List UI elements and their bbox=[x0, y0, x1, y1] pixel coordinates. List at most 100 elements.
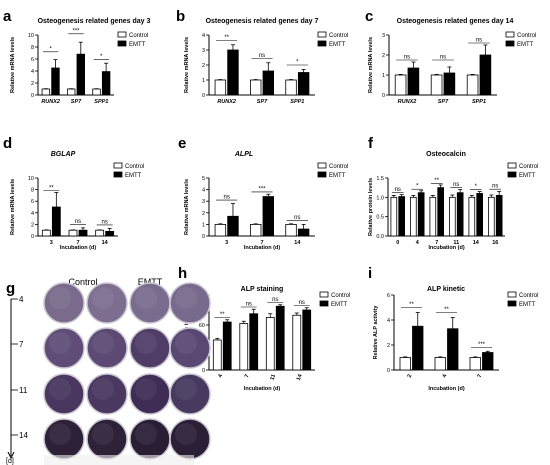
bar-emtt bbox=[222, 321, 232, 371]
x-tick-label: SPP1 bbox=[94, 99, 108, 105]
bar-emtt bbox=[227, 215, 239, 237]
significance-label: ns bbox=[75, 219, 81, 225]
legend-swatch-control bbox=[319, 291, 329, 298]
x-axis-label: Incubation (d) bbox=[60, 245, 97, 251]
dish-highlight bbox=[92, 378, 114, 400]
y-tick-label: 1.0 bbox=[376, 195, 384, 201]
y-tick-label: 6 bbox=[31, 57, 34, 63]
legend-label-emtt: EMTT bbox=[331, 302, 348, 308]
y-tick-label: 2 bbox=[31, 81, 34, 87]
x-tick-label: 3 bbox=[225, 240, 228, 246]
y-tick-label: 0 bbox=[387, 368, 390, 374]
significance-label: ** bbox=[224, 35, 229, 41]
culture-dish bbox=[43, 327, 85, 369]
x-tick-label: 14 bbox=[102, 240, 109, 246]
x-tick-label: 7 bbox=[260, 240, 263, 246]
y-tick-label: 0 bbox=[31, 93, 34, 99]
bar-control bbox=[95, 229, 105, 237]
y-tick-label: 4 bbox=[31, 211, 34, 217]
bar-emtt bbox=[398, 196, 405, 237]
panel-label: b bbox=[176, 8, 185, 25]
significance-label: *** bbox=[72, 28, 80, 34]
row-label: 4 bbox=[19, 295, 24, 304]
panel-label: i bbox=[368, 265, 372, 282]
significance-label: ns bbox=[294, 215, 300, 221]
x-tick-label: RUNX2 bbox=[217, 99, 236, 105]
dish-highlight bbox=[135, 287, 157, 309]
panel-label: f bbox=[368, 135, 374, 152]
x-tick-label: RUNX2 bbox=[41, 99, 60, 105]
significance-label: * bbox=[416, 184, 419, 190]
time-axis-arrow bbox=[7, 451, 15, 460]
dish-highlight bbox=[175, 287, 197, 309]
time-axis-label: [d] bbox=[6, 458, 14, 465]
significance-label: ** bbox=[444, 307, 449, 313]
bar-emtt bbox=[297, 228, 310, 237]
x-axis-label: Incubation (d) bbox=[244, 245, 281, 251]
culture-dish bbox=[86, 327, 128, 369]
row-label: 7 bbox=[19, 340, 24, 349]
bar-control bbox=[394, 74, 407, 96]
bar-control bbox=[468, 196, 476, 237]
x-tick-label: SP7 bbox=[438, 99, 449, 105]
bar-emtt bbox=[51, 206, 61, 237]
column-header: Control bbox=[68, 277, 97, 287]
legend-label-emtt: EMTT bbox=[329, 42, 346, 48]
bar-emtt bbox=[227, 49, 239, 96]
bar-control bbox=[390, 196, 398, 237]
legend-swatch-emtt bbox=[117, 40, 127, 47]
legend-label-emtt: EMTT bbox=[125, 173, 142, 179]
y-tick-label: 0.5 bbox=[376, 215, 384, 221]
significance-label: *** bbox=[258, 186, 266, 192]
bar-control bbox=[399, 357, 411, 371]
bar-emtt bbox=[262, 196, 275, 237]
bar-control bbox=[466, 74, 479, 96]
panel-label: h bbox=[178, 265, 187, 282]
bar-emtt bbox=[407, 67, 420, 96]
y-axis-label: Relative mRNA levels bbox=[184, 37, 190, 93]
legend-swatch-control bbox=[507, 162, 517, 169]
legend-swatch-control bbox=[317, 162, 327, 169]
y-tick-label: 0.0 bbox=[376, 234, 384, 240]
x-tick-label: RUNX2 bbox=[398, 99, 417, 105]
legend-label-emtt: EMTT bbox=[519, 173, 536, 179]
y-axis-label: Relative mRNA levels bbox=[10, 179, 16, 235]
y-tick-label: 5 bbox=[202, 176, 205, 182]
bar-emtt bbox=[456, 192, 464, 237]
bar-emtt bbox=[482, 352, 494, 371]
y-tick-label: 2 bbox=[202, 63, 205, 69]
panel-i: i ALP kinetic 0 2 4 6 Relative ALP activity Inc… bbox=[368, 265, 538, 392]
bar-emtt bbox=[297, 72, 310, 96]
dish-highlight bbox=[49, 287, 71, 309]
significance-label: ns bbox=[101, 219, 107, 225]
row-label: 14 bbox=[19, 431, 28, 440]
chart-title: ALPL bbox=[234, 151, 253, 158]
bar-emtt bbox=[105, 230, 115, 237]
bar-control bbox=[292, 314, 302, 371]
bar-control bbox=[469, 357, 481, 371]
bar-control bbox=[409, 196, 417, 237]
y-tick-label: 2 bbox=[31, 222, 34, 228]
bar-control bbox=[214, 223, 227, 237]
bar-emtt bbox=[302, 309, 312, 371]
legend-swatch-control bbox=[505, 31, 515, 38]
legend-swatch-emtt bbox=[507, 300, 517, 307]
x-axis-label: Incubation (d) bbox=[428, 245, 465, 251]
legend-label-emtt: EMTT bbox=[517, 42, 534, 48]
bar-control bbox=[67, 88, 76, 96]
bar-control bbox=[41, 229, 51, 237]
bar-control bbox=[239, 323, 249, 371]
significance-label: * bbox=[296, 60, 299, 66]
significance-label: ns bbox=[404, 55, 410, 61]
legend-label-control: Control bbox=[329, 164, 348, 170]
x-tick-label: 14 bbox=[294, 240, 301, 246]
y-tick-label: 1 bbox=[202, 222, 205, 228]
culture-dish bbox=[43, 282, 85, 324]
significance-label: ns bbox=[395, 187, 401, 193]
panel-b: b Osteogenesis related genes day 7 0 1 2 3 4 Re… bbox=[176, 8, 348, 105]
bar-control bbox=[429, 196, 437, 237]
legend-swatch-control bbox=[117, 31, 127, 38]
bar-control bbox=[41, 88, 51, 96]
bar-emtt bbox=[476, 193, 483, 237]
